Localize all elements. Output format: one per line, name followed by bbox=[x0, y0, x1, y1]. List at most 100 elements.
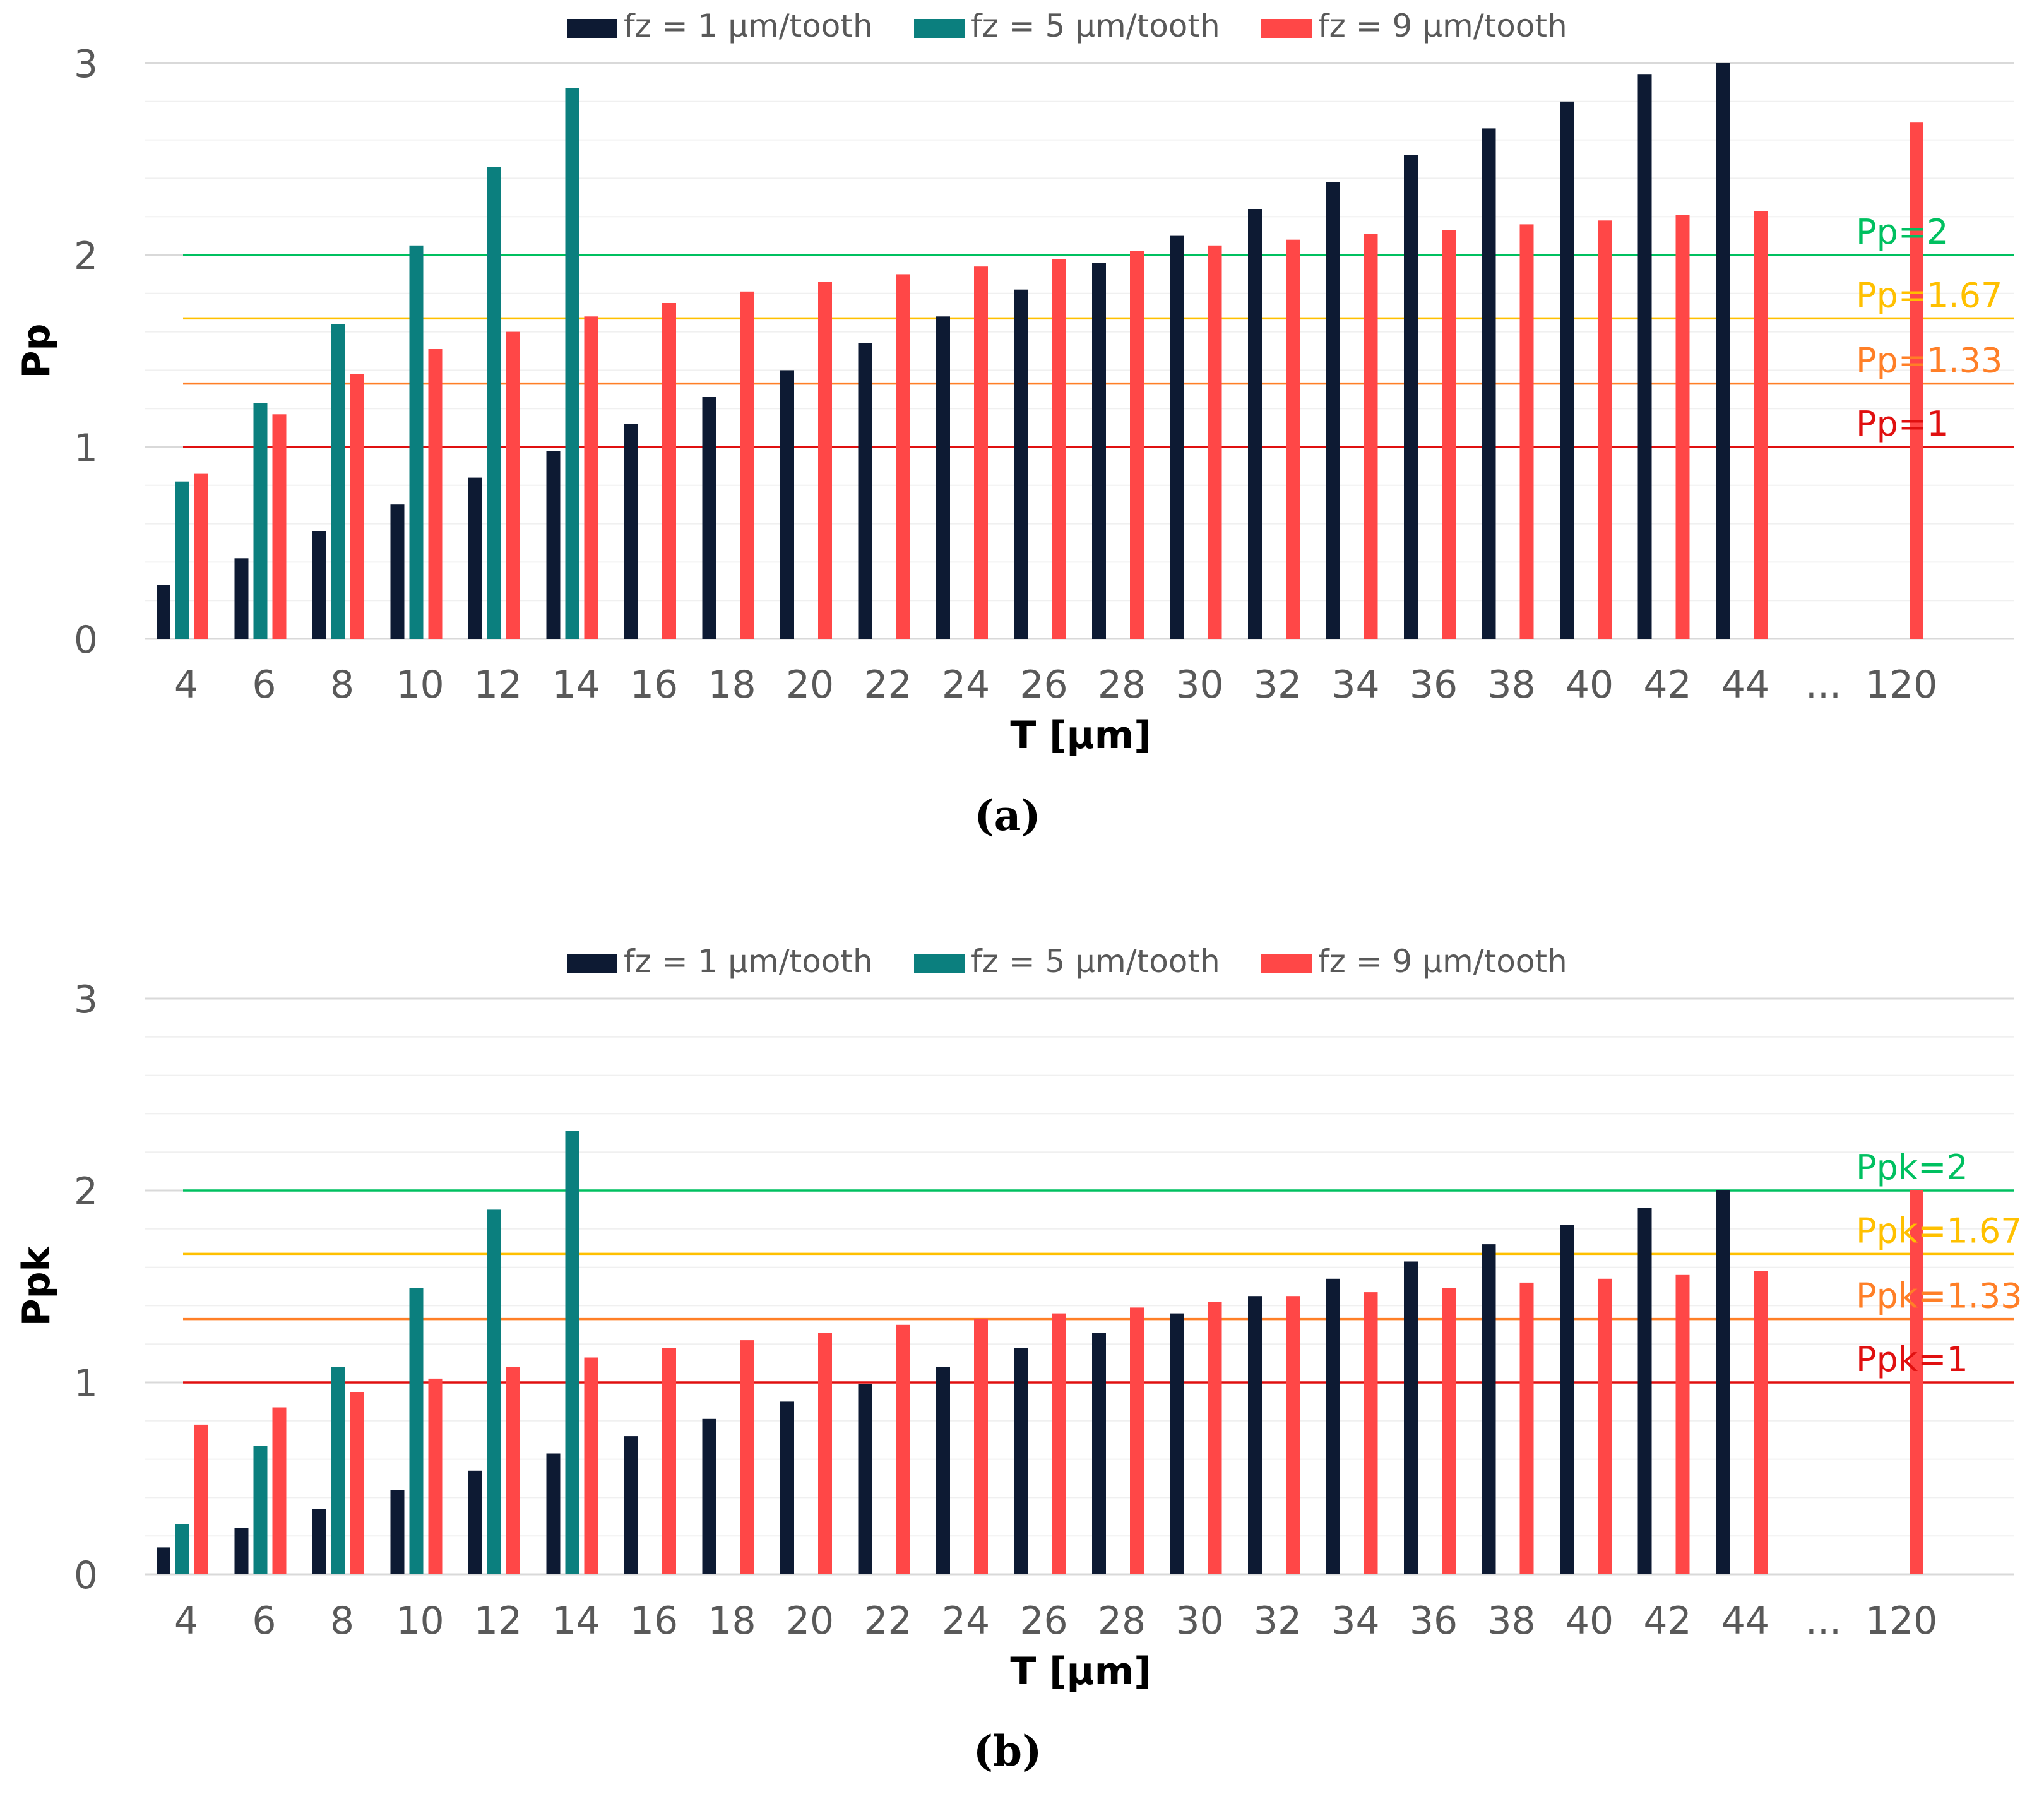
bar bbox=[1130, 1307, 1144, 1574]
bar bbox=[565, 1131, 579, 1574]
bar bbox=[1092, 263, 1106, 639]
bar bbox=[1130, 251, 1144, 639]
legend-label: fz = 5 μm/tooth bbox=[971, 943, 1220, 980]
bar bbox=[1014, 289, 1028, 639]
bar bbox=[1170, 235, 1184, 639]
bar bbox=[175, 481, 189, 639]
bar bbox=[175, 1524, 189, 1574]
bar bbox=[1052, 1313, 1066, 1574]
legend-label: fz = 1 μm/tooth bbox=[624, 8, 873, 44]
bar bbox=[409, 245, 424, 639]
bar bbox=[818, 282, 832, 639]
legend-label: fz = 5 μm/tooth bbox=[971, 8, 1220, 44]
x-tick-label: 24 bbox=[942, 1599, 990, 1643]
x-tick-label: 20 bbox=[786, 1599, 834, 1643]
bar bbox=[858, 343, 872, 639]
x-tick-label: 20 bbox=[786, 663, 834, 707]
bar bbox=[584, 1357, 598, 1574]
x-tick-label: 32 bbox=[1254, 663, 1302, 707]
x-tick-label: 22 bbox=[864, 1599, 912, 1643]
bar bbox=[234, 1528, 249, 1574]
bar bbox=[1286, 239, 1300, 639]
y-tick-label: 3 bbox=[74, 42, 98, 86]
bar bbox=[253, 1446, 268, 1574]
x-tick-label: 10 bbox=[396, 1599, 444, 1643]
ref-label-ppk-2: Ppk=2 bbox=[1856, 1148, 1968, 1187]
bar bbox=[272, 1407, 287, 1574]
bar bbox=[487, 1209, 501, 1574]
bar bbox=[1286, 1296, 1300, 1574]
x-tick-label: 40 bbox=[1566, 1599, 1613, 1643]
bar bbox=[428, 349, 443, 639]
x-tick-label: 16 bbox=[630, 1599, 678, 1643]
bar bbox=[818, 1333, 832, 1574]
y-tick-label: 2 bbox=[74, 234, 98, 278]
x-tick-label: 120 bbox=[1865, 1599, 1938, 1643]
bar bbox=[936, 316, 950, 639]
bar bbox=[1637, 1208, 1652, 1574]
x-tick-label: 6 bbox=[252, 1599, 276, 1643]
bar bbox=[468, 1470, 482, 1574]
x-tick-label: ... bbox=[1805, 663, 1841, 707]
series-3-bars bbox=[194, 1190, 1923, 1574]
x-tick-label: 120 bbox=[1865, 663, 1938, 707]
bar bbox=[1482, 1244, 1496, 1574]
x-tick-label: 4 bbox=[174, 663, 198, 707]
bar bbox=[1326, 1278, 1340, 1574]
bar bbox=[1560, 1225, 1574, 1574]
bar bbox=[1208, 245, 1222, 639]
bar bbox=[157, 585, 170, 639]
legend-swatch bbox=[1261, 19, 1312, 38]
x-tick-label: 12 bbox=[474, 663, 522, 707]
bar bbox=[1754, 1271, 1768, 1574]
bar bbox=[1092, 1333, 1106, 1574]
x-tick-label: 24 bbox=[942, 663, 990, 707]
bar bbox=[487, 167, 501, 639]
x-tick-label: 6 bbox=[252, 663, 276, 707]
bar bbox=[331, 1367, 345, 1574]
ref-label-ppk-1-33: Ppk=1.33 bbox=[1856, 1276, 2023, 1316]
bar bbox=[1716, 1190, 1730, 1574]
series-1-bars bbox=[157, 1190, 1730, 1574]
bar bbox=[1482, 128, 1496, 639]
bar bbox=[272, 414, 287, 639]
bar bbox=[624, 424, 638, 639]
bar bbox=[409, 1288, 424, 1574]
bar bbox=[1364, 234, 1378, 639]
bar bbox=[428, 1378, 443, 1574]
bar bbox=[584, 316, 598, 639]
y-tick-label: 1 bbox=[74, 1362, 98, 1406]
bar bbox=[1675, 1274, 1690, 1574]
x-tick-label: 38 bbox=[1487, 663, 1535, 707]
bar bbox=[506, 1367, 520, 1574]
bar bbox=[1404, 155, 1418, 639]
x-tick-label: 42 bbox=[1643, 663, 1691, 707]
ref-label-pp-1-33: Pp=1.33 bbox=[1856, 341, 2002, 381]
x-axis-title: T [μm] bbox=[1010, 713, 1151, 757]
series-2-bars bbox=[175, 88, 579, 639]
ref-label-pp-2: Pp=2 bbox=[1856, 212, 1948, 252]
bar bbox=[1519, 224, 1534, 639]
x-tick-label: 42 bbox=[1643, 1599, 1691, 1643]
legend-label: fz = 9 μm/tooth bbox=[1318, 8, 1567, 44]
x-tick-label: 28 bbox=[1098, 663, 1146, 707]
y-axis-title: Pp bbox=[15, 324, 59, 379]
bar bbox=[1716, 63, 1730, 639]
bar bbox=[1675, 215, 1690, 639]
legend-swatch bbox=[567, 954, 617, 973]
bar bbox=[546, 1453, 561, 1574]
x-tick-label: 8 bbox=[330, 1599, 354, 1643]
legend-swatch bbox=[1261, 954, 1312, 973]
x-tick-label: 16 bbox=[630, 663, 678, 707]
panel-label: (a) bbox=[974, 791, 1040, 840]
x-tick-label: 36 bbox=[1410, 663, 1458, 707]
bar bbox=[662, 1348, 676, 1574]
bar bbox=[1248, 209, 1262, 639]
bar bbox=[194, 473, 208, 639]
bar bbox=[1170, 1313, 1184, 1574]
bar bbox=[234, 558, 249, 639]
x-tick-label: 10 bbox=[396, 663, 444, 707]
